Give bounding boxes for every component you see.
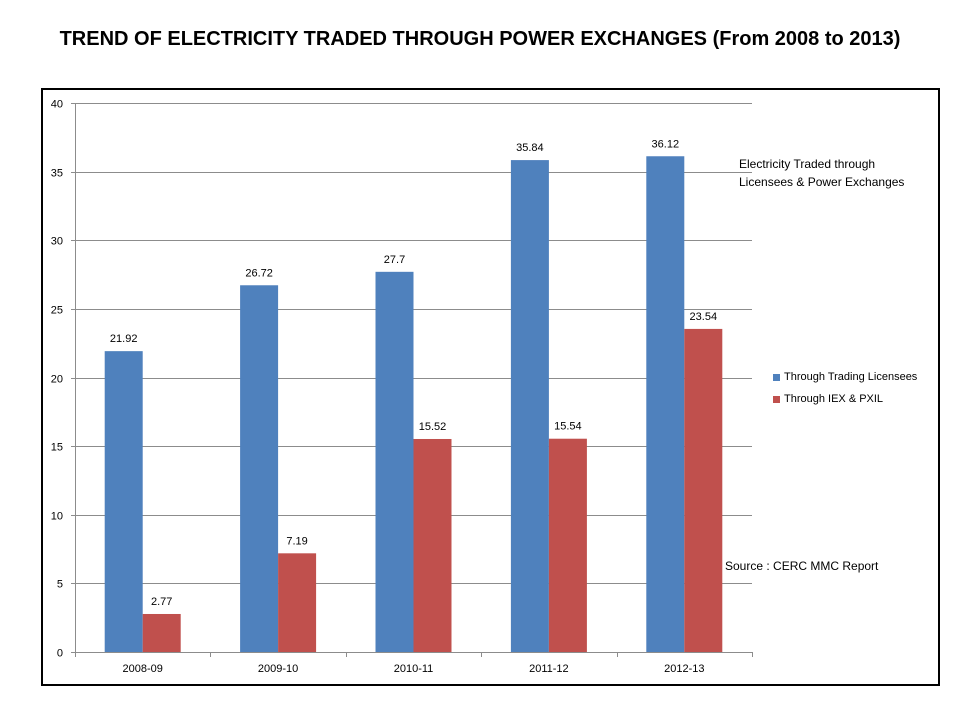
page-title: TREND OF ELECTRICITY TRADED THROUGH POWE… bbox=[59, 28, 901, 50]
x-tick-label: 2012-13 bbox=[664, 663, 704, 675]
bar-exchanges bbox=[413, 438, 452, 652]
y-tick-label: 40 bbox=[51, 99, 63, 111]
bar-exchanges bbox=[548, 438, 587, 652]
data-label-exchanges: 2.77 bbox=[151, 596, 172, 608]
y-tick-label: 15 bbox=[51, 442, 63, 454]
x-tick-label: 2010-11 bbox=[394, 663, 434, 675]
legend-label-exchanges: Through IEX & PXIL bbox=[784, 393, 884, 405]
chart-title: Electricity Traded through Licensees & P… bbox=[739, 157, 905, 189]
bar-licensees bbox=[510, 160, 549, 652]
data-label-licensees: 26.72 bbox=[245, 267, 273, 279]
chart-frame bbox=[41, 88, 940, 686]
legend-item-exchanges: Through IEX & PXIL bbox=[773, 388, 917, 410]
data-label-licensees: 27.7 bbox=[384, 254, 405, 266]
x-tick-label: 2009-10 bbox=[258, 663, 298, 675]
bar-licensees bbox=[104, 351, 143, 652]
y-tick-label: 35 bbox=[51, 168, 63, 180]
bar-exchanges bbox=[142, 613, 181, 652]
y-tick-label: 10 bbox=[51, 511, 63, 523]
y-tick-label: 30 bbox=[51, 236, 63, 248]
x-tick-label: 2011-12 bbox=[529, 663, 569, 675]
data-label-exchanges: 7.19 bbox=[286, 535, 307, 547]
y-tick-label: 25 bbox=[51, 305, 63, 317]
bar-licensees bbox=[240, 285, 279, 652]
source-note: Source : CERC MMC Report bbox=[725, 559, 879, 573]
data-label-exchanges: 15.54 bbox=[554, 421, 582, 433]
legend-item-licensees: Through Trading Licensees bbox=[773, 366, 917, 388]
data-label-exchanges: 15.52 bbox=[419, 421, 447, 433]
bar-licensees bbox=[646, 156, 685, 653]
legend-label-licensees: Through Trading Licensees bbox=[784, 371, 918, 383]
y-tick-label: 20 bbox=[51, 374, 63, 386]
data-label-exchanges: 23.54 bbox=[690, 311, 718, 323]
legend-swatch-exchanges bbox=[773, 395, 780, 403]
data-label-licensees: 36.12 bbox=[652, 138, 680, 150]
x-tick-label: 2008-09 bbox=[123, 663, 163, 675]
bar-exchanges bbox=[278, 553, 317, 652]
legend: Through Trading Licensees Through IEX & … bbox=[773, 366, 917, 410]
y-tick-label: 5 bbox=[57, 579, 63, 591]
legend-swatch-licensees bbox=[773, 373, 780, 381]
bar-licensees bbox=[375, 271, 414, 652]
data-label-licensees: 21.92 bbox=[110, 333, 138, 345]
y-tick-label: 0 bbox=[57, 648, 63, 660]
bar-exchanges bbox=[684, 328, 723, 652]
data-label-licensees: 35.84 bbox=[516, 142, 544, 154]
